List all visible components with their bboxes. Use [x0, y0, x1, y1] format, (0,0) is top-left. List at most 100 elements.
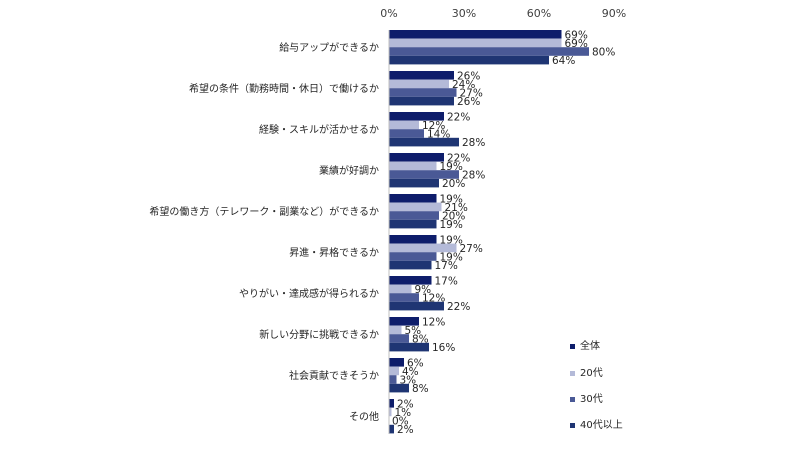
data-label: 2%: [397, 398, 414, 410]
category-label: 経験・スキルが活かせるか: [259, 123, 379, 136]
category-label: 希望の働き方（テレワーク・副業など）ができるか: [149, 205, 379, 218]
bar-2: [389, 325, 402, 335]
bar-2: [389, 243, 457, 253]
data-label: 9%: [415, 284, 432, 296]
bar-1: [389, 276, 432, 285]
data-label: 22%: [447, 111, 470, 123]
bar-4: [389, 96, 454, 106]
data-label: 8%: [412, 334, 429, 346]
data-label: 19%: [440, 234, 463, 246]
data-label: 69%: [565, 38, 588, 50]
bar-3: [389, 334, 409, 343]
bar-4: [389, 260, 432, 270]
bar-3: [389, 375, 397, 384]
data-label: 19%: [440, 252, 463, 264]
bar-2: [389, 120, 419, 130]
data-label: 26%: [457, 70, 480, 82]
bar-2: [389, 79, 449, 89]
legend-swatch: [570, 344, 575, 349]
bar-1: [389, 235, 437, 244]
bar-3: [389, 88, 457, 97]
data-label: 26%: [457, 96, 480, 108]
data-label: 28%: [462, 170, 485, 182]
x-tick-label: 90%: [602, 7, 626, 20]
bar-3: [389, 47, 589, 56]
data-label: 0%: [392, 416, 409, 428]
data-label: 12%: [422, 120, 445, 132]
bar-1: [389, 399, 394, 408]
data-label: 22%: [447, 301, 470, 313]
bar-4: [389, 383, 409, 393]
bar-3: [389, 252, 437, 261]
legend-swatch: [570, 397, 575, 402]
data-label: 64%: [552, 55, 575, 67]
data-label: 14%: [427, 129, 450, 141]
bar-3: [389, 293, 419, 302]
data-label: 12%: [422, 293, 445, 305]
data-label: 1%: [395, 407, 412, 419]
legend-label: 20代: [580, 367, 603, 379]
data-label: 27%: [460, 88, 483, 100]
data-label: 20%: [442, 178, 465, 190]
bar-1: [389, 112, 444, 121]
data-label: 21%: [445, 202, 468, 214]
bar-1: [389, 194, 437, 203]
x-tick-label: 0%: [380, 7, 397, 20]
bar-4: [389, 219, 437, 229]
category-label: 業績が好調か: [319, 164, 379, 177]
category-label: 給与アップができるか: [279, 41, 379, 54]
data-label: 17%: [435, 275, 458, 287]
category-label: その他: [349, 410, 379, 423]
bar-2: [389, 407, 392, 417]
bar-3: [389, 170, 459, 179]
data-label: 27%: [460, 243, 483, 255]
bar-1: [389, 358, 404, 367]
data-label: 8%: [412, 383, 429, 395]
data-label: 24%: [452, 79, 475, 91]
bar-2: [389, 284, 412, 294]
bar-4: [389, 55, 549, 65]
category-label: 希望の条件（勤務時間・休日）で働けるか: [189, 82, 379, 95]
category-label: 社会貢献できそうか: [289, 369, 379, 382]
bar-4: [389, 342, 429, 352]
data-label: 4%: [402, 366, 419, 378]
data-label: 3%: [400, 375, 417, 387]
data-label: 19%: [440, 161, 463, 173]
data-label: 20%: [442, 211, 465, 223]
category-label: 新しい分野に挑戦できるか: [259, 328, 379, 341]
bar-1: [389, 71, 454, 80]
data-label: 22%: [447, 152, 470, 164]
data-label: 2%: [397, 424, 414, 436]
legend-swatch: [570, 371, 575, 376]
data-label: 12%: [422, 316, 445, 328]
data-label: 19%: [440, 193, 463, 205]
legend-swatch: [570, 423, 575, 428]
legend-label: 40代以上: [580, 419, 623, 431]
data-label: 80%: [592, 47, 615, 59]
bar-1: [389, 30, 562, 39]
bar-3: [389, 211, 439, 220]
bar-2: [389, 202, 442, 212]
bar-1: [389, 153, 444, 162]
bar-1: [389, 317, 419, 326]
data-label: 28%: [462, 137, 485, 149]
bar-4: [389, 178, 439, 188]
legend-label: 30代: [580, 393, 603, 405]
data-label: 17%: [435, 260, 458, 272]
data-label: 19%: [440, 219, 463, 231]
bar-4: [389, 424, 394, 434]
bar-4: [389, 301, 444, 311]
legend-label: 全体: [580, 339, 600, 352]
data-label: 69%: [565, 29, 588, 41]
bar-2: [389, 161, 437, 171]
category-label: 昇進・昇格できるか: [289, 246, 379, 259]
bar-2: [389, 366, 399, 376]
x-tick-label: 30%: [452, 7, 476, 20]
data-label: 6%: [407, 357, 424, 369]
x-tick-label: 60%: [527, 7, 551, 20]
bar-3: [389, 129, 424, 138]
data-label: 5%: [405, 325, 422, 337]
data-label: 16%: [432, 342, 455, 354]
bar-4: [389, 137, 459, 147]
